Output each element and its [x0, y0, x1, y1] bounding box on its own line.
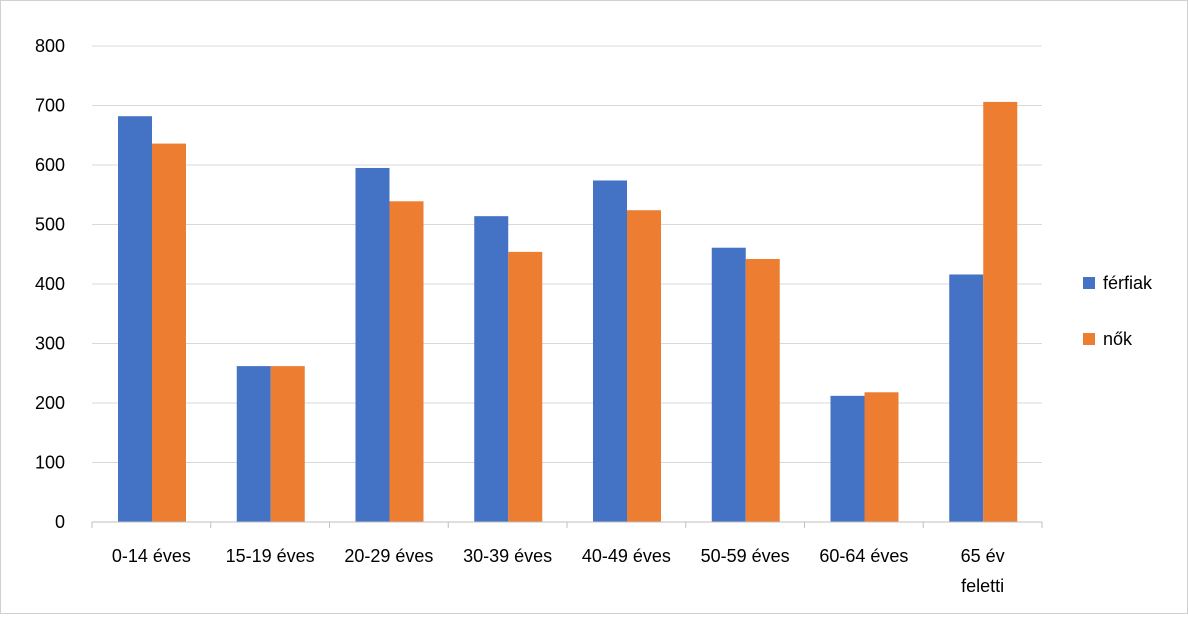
y-tick-label: 600	[35, 155, 65, 175]
bar-férfiak-5	[711, 247, 746, 522]
x-tick-label: 65 év	[961, 546, 1005, 566]
x-tick-label: 0-14 éves	[112, 546, 191, 566]
bar-férfiak-7	[949, 274, 984, 522]
bar-nők-4	[627, 210, 661, 522]
bar-férfiak-2	[355, 167, 390, 522]
bar-nők-6	[864, 392, 899, 522]
y-axis-tick-labels: 0 100 200 300 400 500 600 700 800	[35, 36, 65, 532]
bar-nők-0	[152, 143, 186, 522]
y-tick-label: 0	[55, 512, 65, 532]
bar-férfiak-0	[118, 116, 152, 523]
legend: férfiak nők	[1083, 273, 1153, 349]
bar-férfiak-3	[474, 216, 509, 523]
bar-férfiak-6	[830, 395, 865, 522]
legend-label: nők	[1103, 329, 1133, 349]
bar-férfiak-1	[236, 366, 271, 522]
y-tick-label: 200	[35, 393, 65, 413]
y-tick-label: 800	[35, 36, 65, 56]
x-tick-label: 40-49 éves	[582, 546, 671, 566]
bar-nők-7	[983, 101, 1018, 523]
y-tick-label: 400	[35, 274, 65, 294]
x-tick-label: 15-19 éves	[226, 546, 315, 566]
x-tick-label: 20-29 éves	[344, 546, 433, 566]
bar-férfiak-4	[593, 180, 627, 522]
legend-swatch-nők	[1083, 333, 1095, 345]
axes	[91, 521, 1043, 528]
bar-nők-2	[389, 201, 424, 523]
legend-label: férfiak	[1103, 273, 1153, 293]
y-tick-label: 100	[35, 453, 65, 473]
x-axis-tick-labels: 0-14 éves 15-19 éves 20-29 éves 30-39 éves 4…	[112, 546, 1005, 596]
x-tick-label: 50-59 éves	[701, 546, 790, 566]
y-tick-label: 700	[35, 96, 65, 116]
x-tick-label: 60-64 éves	[819, 546, 908, 566]
legend-swatch-férfiak	[1083, 277, 1095, 289]
y-tick-label: 500	[35, 215, 65, 235]
gridlines	[92, 45, 1042, 463]
bar-nők-5	[745, 259, 780, 522]
bars	[118, 101, 1018, 523]
y-tick-label: 300	[35, 334, 65, 354]
x-tick-label: feletti	[961, 576, 1004, 596]
x-tick-label: 30-39 éves	[463, 546, 552, 566]
bar-nők-3	[508, 251, 543, 522]
bar-nők-1	[270, 366, 305, 522]
